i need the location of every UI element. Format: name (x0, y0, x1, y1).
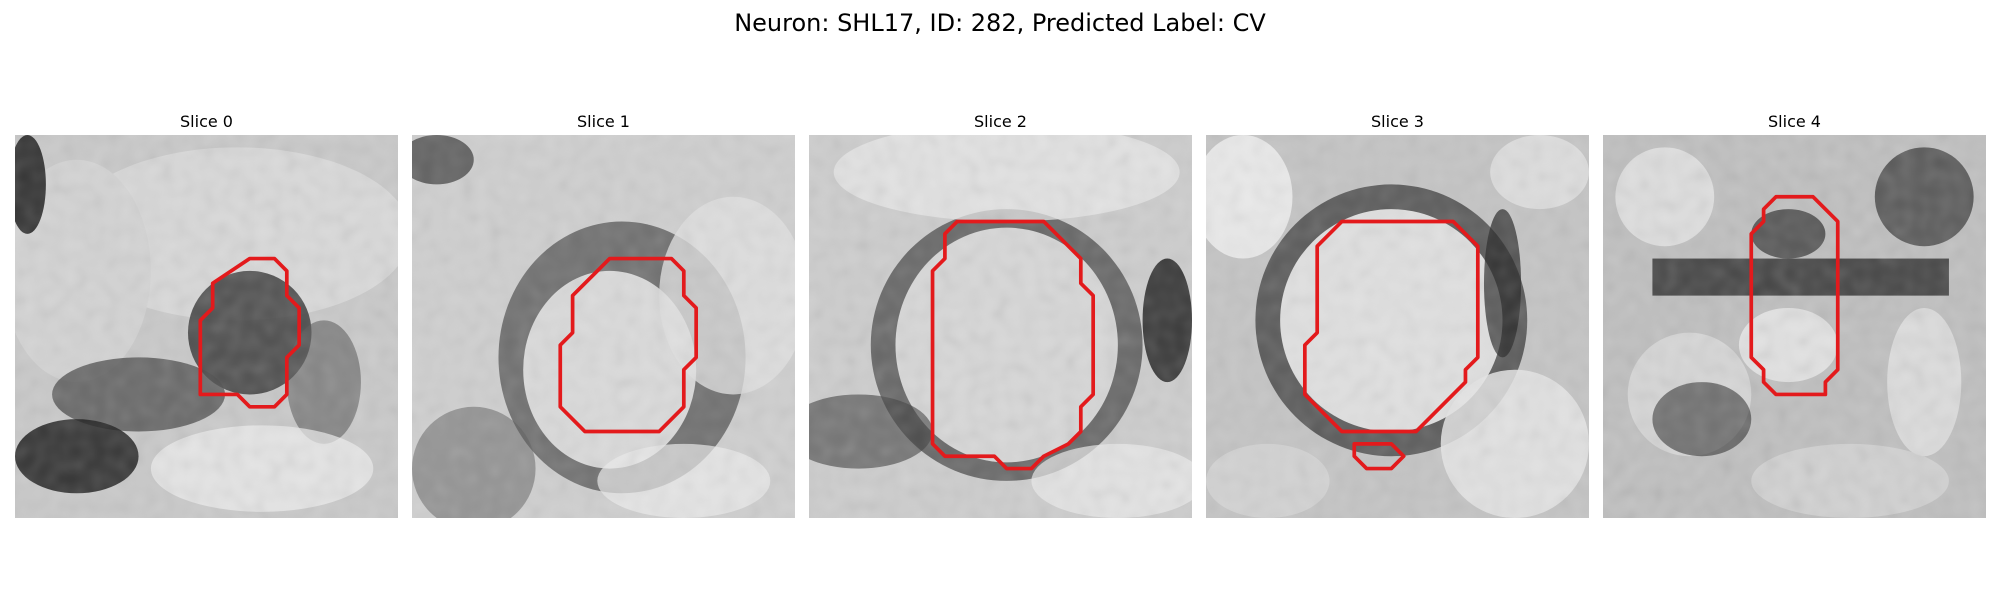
figure-title: Neuron: SHL17, ID: 282, Predicted Label:… (0, 8, 2000, 38)
slice-image-4 (1603, 135, 1986, 518)
slice-image-2 (809, 135, 1192, 518)
slice-image-svg-2 (809, 135, 1192, 518)
slice-title-4: Slice 4 (1603, 110, 1986, 134)
slice-image-1 (412, 135, 795, 518)
slice-title-0: Slice 0 (15, 110, 398, 134)
slice-title-3: Slice 3 (1206, 110, 1589, 134)
slice-panel-4: Slice 4 (1603, 110, 1986, 134)
slice-image-0 (15, 135, 398, 518)
slice-panel-2: Slice 2 (809, 110, 1192, 134)
slice-title-1: Slice 1 (412, 110, 795, 134)
slice-panel-0: Slice 0 (15, 110, 398, 134)
slice-image-svg-3 (1206, 135, 1589, 518)
slice-panel-1: Slice 1 (412, 110, 795, 134)
slice-image-3 (1206, 135, 1589, 518)
slice-panel-3: Slice 3 (1206, 110, 1589, 134)
slice-image-svg-4 (1603, 135, 1986, 518)
slice-title-2: Slice 2 (809, 110, 1192, 134)
slice-image-svg-0 (15, 135, 398, 518)
slice-image-svg-1 (412, 135, 795, 518)
